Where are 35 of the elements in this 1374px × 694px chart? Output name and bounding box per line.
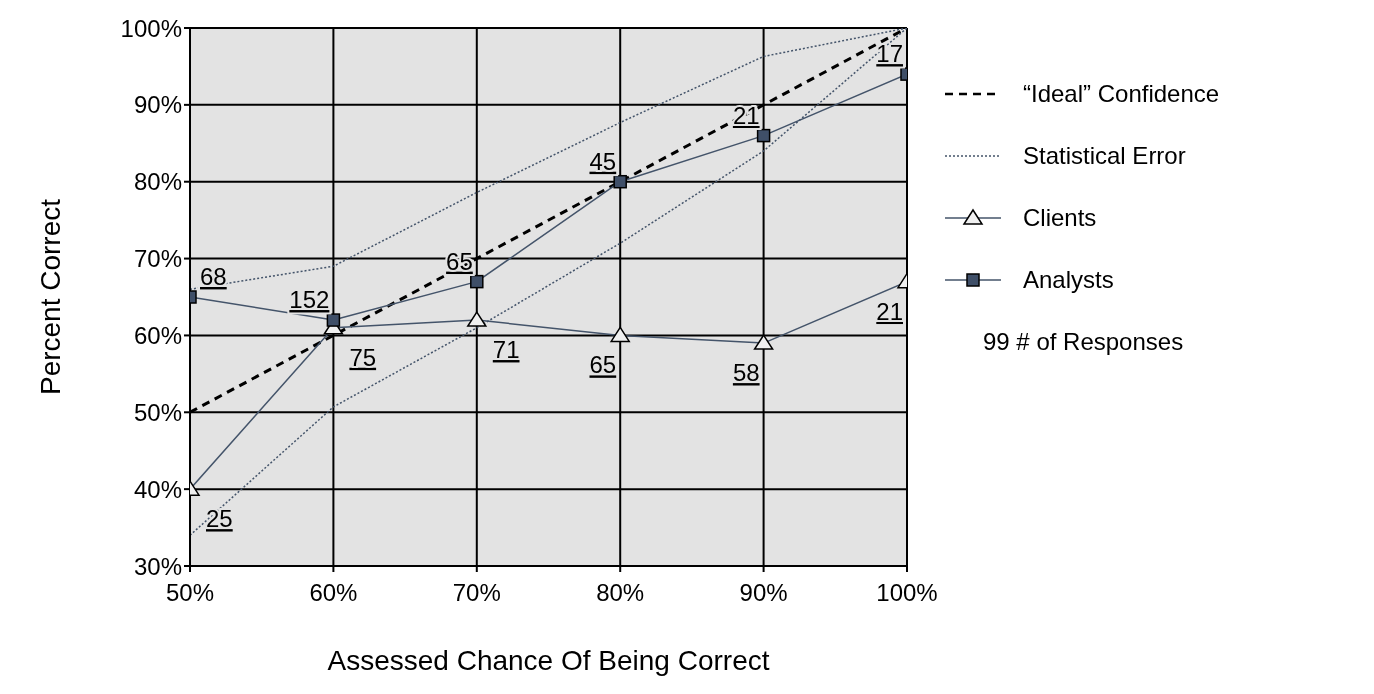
legend-label: “Ideal” Confidence [1023,80,1220,108]
y-tick-label: 60% [133,321,182,349]
x-tick-label: 90% [739,579,788,607]
y-tick-label: 50% [133,398,182,426]
y-tick-label: 90% [133,91,182,119]
y-tick-label: 40% [133,475,182,503]
text: 99 # of Responses [982,328,1185,356]
annotation: 75 [349,343,377,371]
point [326,313,341,327]
annotation: 58 [732,359,760,387]
x-tick-label: 80% [596,579,645,607]
y-tick-label: 100% [120,14,182,42]
y-tick-label: 70% [133,245,182,273]
annotation: 25 [206,505,233,533]
y-tick-label: 80% [133,168,182,196]
y-axis-title: Percent Correct [34,198,66,396]
legend-label: Statistical Error [1023,142,1186,170]
annotation: 21 [876,297,903,325]
legend-label: Clients [1023,204,1097,232]
annotation: 45 [589,147,617,175]
point [613,174,627,189]
x-tick-label: 100% [876,579,938,607]
point [756,128,771,143]
annotation: 152 [289,286,330,314]
annotation: 65 [589,351,617,379]
y-tick-label: 30% [133,552,182,580]
annotation: 17 [876,40,903,68]
x-tick-label: 50% [165,579,215,607]
point [470,274,484,289]
x-axis-title: Assessed Chance Of Being Correct [327,645,770,676]
annotation: 71 [492,336,520,364]
annotation: 68 [200,263,227,290]
x-tick-label: 70% [452,579,501,607]
legend-label: Analysts [1023,266,1114,294]
x-tick-label: 60% [309,579,358,607]
